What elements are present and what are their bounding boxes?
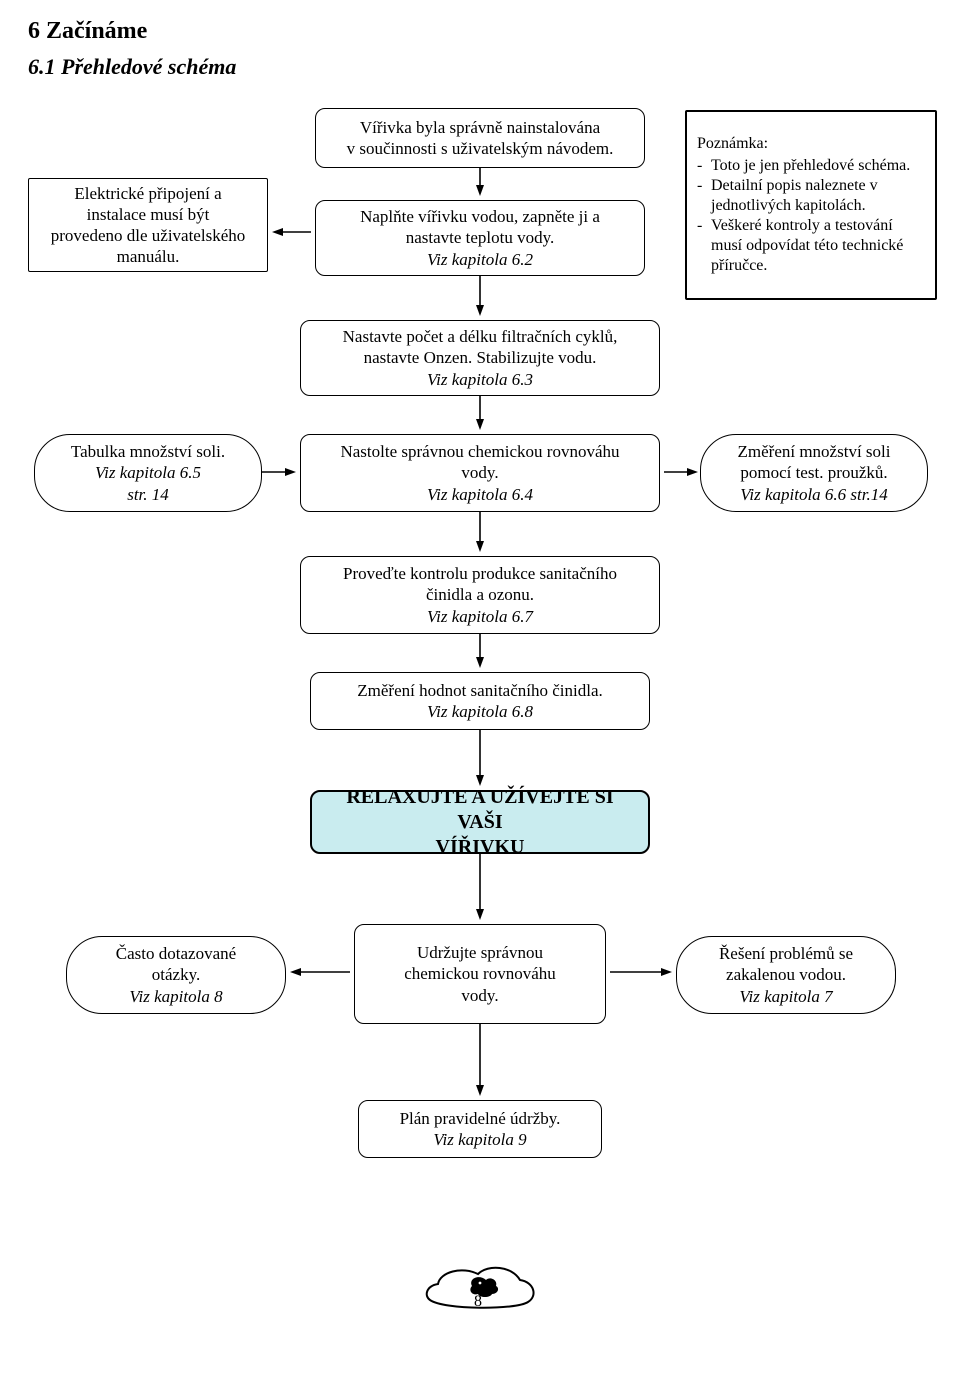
node-text: pomocí test. proužků. xyxy=(740,462,887,483)
node-text: Změření množství soli xyxy=(738,441,891,462)
node-text: Udržujte správnou xyxy=(417,942,543,963)
node-ref: Viz kapitola 6.5 xyxy=(95,462,201,483)
node-text: VÍŘIVKU xyxy=(436,835,525,860)
node-text: činidla a ozonu. xyxy=(426,584,534,605)
node-text: nastavte teplotu vody. xyxy=(406,227,555,248)
page-number: 8 xyxy=(474,1293,482,1311)
flowchart-node-faq: Často dotazovanéotázky.Viz kapitola 8 xyxy=(66,936,286,1014)
node-text: Plán pravidelné údržby. xyxy=(400,1108,561,1129)
node-text: Vířivka byla správně nainstalována xyxy=(360,117,600,138)
node-text: instalace musí být xyxy=(87,204,210,225)
node-text: zakalenou vodou. xyxy=(726,964,846,985)
flowchart-node-relax: RELAXUJTE A UŽÍVEJTE SI VAŠIVÍŘIVKU xyxy=(310,790,650,854)
note-bullet: -Veškeré kontroly a testování musí odpov… xyxy=(697,216,925,276)
flowchart-node-left_elec: Elektrické připojení ainstalace musí být… xyxy=(28,178,268,272)
flowchart-node-n6: Změření hodnot sanitačního činidla.Viz k… xyxy=(310,672,650,730)
node-ref: Viz kapitola 7 xyxy=(739,986,832,1007)
node-text: v součinnosti s uživatelským návodem. xyxy=(347,138,614,159)
node-ref: Viz kapitola 6.7 xyxy=(427,606,533,627)
node-text: Změření hodnot sanitačního činidla. xyxy=(357,680,603,701)
node-ref: Viz kapitola 6.2 xyxy=(427,249,533,270)
node-text: nastavte Onzen. Stabilizujte vodu. xyxy=(364,347,597,368)
node-ref: Viz kapitola 8 xyxy=(129,986,222,1007)
node-text: Často dotazované xyxy=(116,943,236,964)
node-text: Řešení problémů se xyxy=(719,943,853,964)
flowchart-node-plan: Plán pravidelné údržby.Viz kapitola 9 xyxy=(358,1100,602,1158)
node-ref: Viz kapitola 6.4 xyxy=(427,484,533,505)
flowchart-node-n2: Naplňte vířivku vodou, zapněte ji anasta… xyxy=(315,200,645,276)
node-text: Nastavte počet a délku filtračních cyklů… xyxy=(343,326,618,347)
flowchart-node-n5: Proveďte kontrolu produkce sanitačníhoči… xyxy=(300,556,660,634)
node-ref: Viz kapitola 6.8 xyxy=(427,701,533,722)
flowchart-node-right_strip: Změření množství solipomocí test. proužk… xyxy=(700,434,928,512)
flowchart-node-cloudy: Řešení problémů sezakalenou vodou.Viz ka… xyxy=(676,936,896,1014)
node-ref: Viz kapitola 6.6 str.14 xyxy=(740,484,888,505)
node-text: chemickou rovnováhu xyxy=(404,963,556,984)
node-ref: Viz kapitola 9 xyxy=(433,1129,526,1150)
heading-subchapter: 6.1 Přehledové schéma xyxy=(28,54,236,80)
node-text: vody. xyxy=(461,462,498,483)
node-text: Elektrické připojení a xyxy=(74,183,221,204)
node-text: Nastolte správnou chemickou rovnováhu xyxy=(340,441,619,462)
node-ref: Viz kapitola 6.3 xyxy=(427,369,533,390)
node-text: otázky. xyxy=(152,964,200,985)
flowchart-node-n4: Nastolte správnou chemickou rovnováhuvod… xyxy=(300,434,660,512)
note-title: Poznámka: xyxy=(697,134,768,154)
flowchart-node-n3: Nastavte počet a délku filtračních cyklů… xyxy=(300,320,660,396)
flowchart-node-note: Poznámka:-Toto je jen přehledové schéma.… xyxy=(685,110,937,300)
node-text: provedeno dle uživatelského xyxy=(51,225,246,246)
node-ref: str. 14 xyxy=(127,484,169,505)
node-text: Tabulka množství soli. xyxy=(71,441,225,462)
node-text: manuálu. xyxy=(117,246,180,267)
flowchart-node-n1: Vířivka byla správně nainstalovánav souč… xyxy=(315,108,645,168)
note-bullet: -Detailní popis naleznete v jednotlivých… xyxy=(697,176,925,216)
node-text: vody. xyxy=(461,985,498,1006)
heading-chapter: 6 Začínáme xyxy=(28,18,147,45)
note-bullet: -Toto je jen přehledové schéma. xyxy=(697,156,910,176)
node-text: RELAXUJTE A UŽÍVEJTE SI VAŠI xyxy=(322,785,638,835)
flowchart-node-left_salt: Tabulka množství soli.Viz kapitola 6.5st… xyxy=(34,434,262,512)
flowchart-node-maintain: Udržujte správnouchemickou rovnováhuvody… xyxy=(354,924,606,1024)
node-text: Proveďte kontrolu produkce sanitačního xyxy=(343,563,617,584)
node-text: Naplňte vířivku vodou, zapněte ji a xyxy=(360,206,600,227)
